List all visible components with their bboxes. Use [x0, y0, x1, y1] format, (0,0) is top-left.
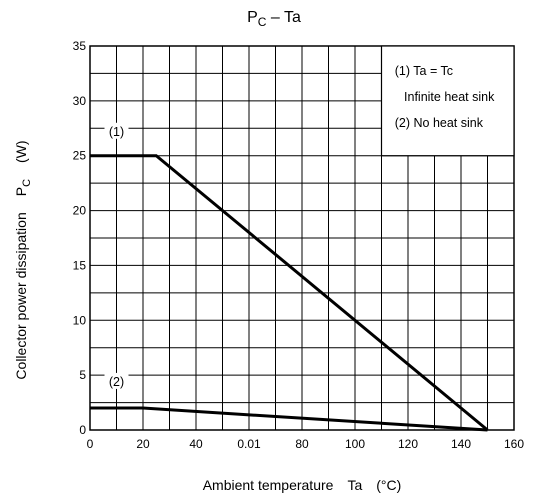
y-axis-label-symbol: P: [13, 187, 29, 196]
y-axis-label-unit: (W): [13, 140, 29, 163]
tick-labels: 0 20 40 0.01 80 100 120 140 160 0 5 10 15 20 25 30 35: [73, 39, 525, 451]
x-tick-label: 120: [398, 437, 418, 451]
y-tick-label: 25: [73, 149, 87, 163]
chart-title: PC – Ta: [247, 9, 301, 29]
x-axis-label-symbol: Ta: [347, 477, 362, 493]
series-line-2: [90, 406, 488, 432]
x-tick-label: 100: [345, 437, 365, 451]
curve-labels: (1) (2): [104, 122, 129, 389]
legend-text: (1) Ta = Tc Infinite heat sink (2) No heat…: [395, 64, 495, 130]
y-tick-label: 5: [79, 368, 86, 382]
legend-frame: [380, 45, 515, 157]
x-tick-label: 40: [189, 437, 203, 451]
y-axis-label-symbol-sub: C: [21, 179, 33, 187]
series-line-1: [90, 154, 489, 432]
series-layer: [90, 154, 489, 432]
curve-label: (1): [109, 125, 124, 139]
legend-item: Infinite heat sink: [404, 90, 495, 104]
curve-label-bg: [104, 372, 129, 389]
y-axis-label-text: Collector power dissipation: [13, 212, 29, 379]
y-tick-label: 10: [73, 313, 87, 327]
legend-box: [380, 45, 515, 157]
y-tick-label: 30: [73, 94, 87, 108]
chart-title-main: P: [247, 9, 258, 26]
curve-label: (2): [109, 375, 124, 389]
x-tick-label: 0.01: [237, 437, 261, 451]
y-tick-label: 0: [79, 423, 86, 437]
y-tick-label: 15: [73, 258, 87, 272]
x-tick-label: 140: [451, 437, 471, 451]
plot-frame: [89, 45, 515, 431]
x-tick-label: 160: [504, 437, 524, 451]
curve-label-bg: [104, 122, 129, 139]
x-tick-label: 0: [87, 437, 94, 451]
x-axis-label-text: Ambient temperature: [203, 477, 334, 493]
legend-item: (1) Ta = Tc: [395, 64, 453, 78]
x-tick-label: 80: [295, 437, 309, 451]
y-axis-label: Collector power dissipation PC (W): [13, 140, 33, 379]
legend-item: (2) No heat sink: [395, 116, 484, 130]
chart-title-rest: – Ta: [266, 9, 301, 26]
x-axis-label-unit: (°C): [376, 477, 401, 493]
y-tick-label: 20: [73, 204, 87, 218]
x-axis-label: Ambient temperature Ta (°C): [203, 477, 402, 493]
chart-title-sub: C: [258, 15, 267, 29]
y-tick-label: 35: [73, 39, 87, 53]
x-tick-label: 20: [136, 437, 150, 451]
